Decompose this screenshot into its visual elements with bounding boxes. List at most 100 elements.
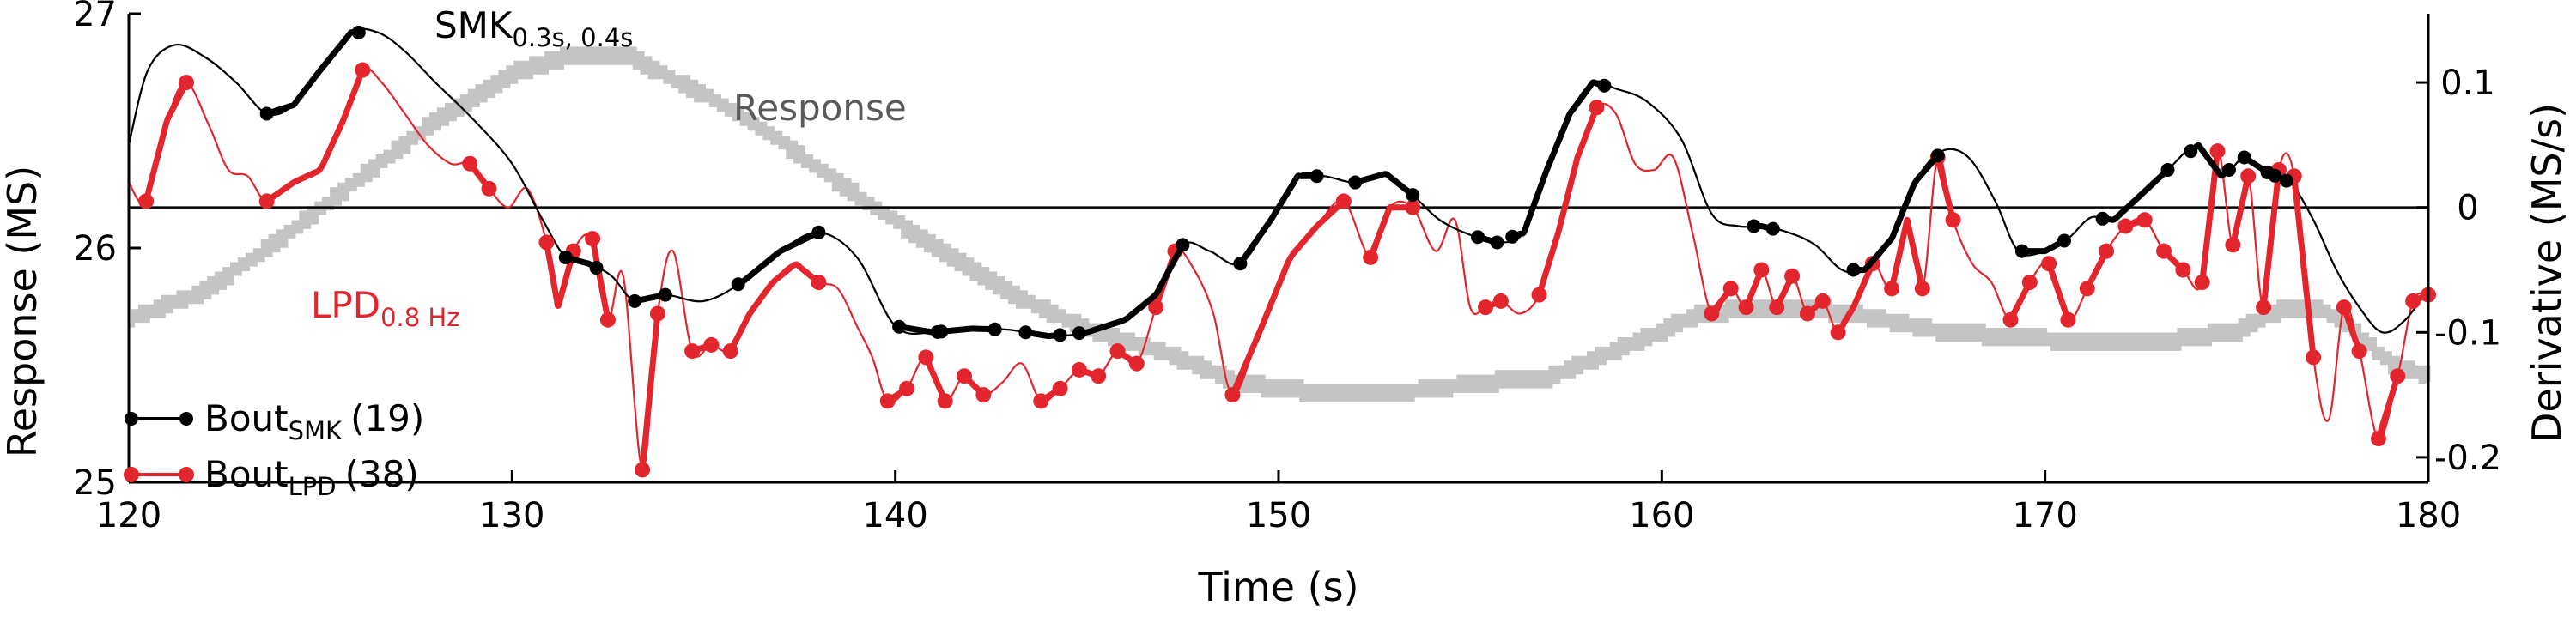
smk-bout-start-marker bbox=[1348, 175, 1363, 190]
smk-bout-start-marker bbox=[558, 250, 573, 264]
smk-bout-end-marker bbox=[658, 287, 672, 302]
lpd-bout-10 bbox=[922, 354, 949, 404]
response-annotation: Response bbox=[733, 87, 907, 129]
lpd-bout-start-marker bbox=[538, 234, 555, 251]
y-right-tick-label: 0.1 bbox=[2440, 64, 2495, 103]
lpd-bout-end-marker bbox=[1128, 355, 1145, 372]
legend-label-lpd: BoutLPD (38) bbox=[204, 453, 419, 501]
lpd-bout-start-marker bbox=[1478, 299, 1494, 316]
lpd-bout-start-marker bbox=[1704, 305, 1720, 322]
x-axis-title: Time (s) bbox=[1197, 564, 1358, 610]
lpd-bout-end-marker bbox=[703, 336, 720, 353]
lpd-bout-start-marker bbox=[1071, 361, 1087, 378]
lpd-bout-end-marker bbox=[2175, 262, 2191, 278]
lpd-bout-end-marker bbox=[1914, 281, 1930, 297]
lpd-line bbox=[128, 67, 2429, 471]
lpd-bout-25 bbox=[1888, 216, 1926, 292]
legend-marker-smk-end bbox=[179, 412, 193, 426]
smk-bout-start-marker bbox=[892, 319, 907, 334]
legend: BoutSMK (19) BoutLPD (38) bbox=[124, 397, 424, 501]
lpd-bout-2 bbox=[264, 67, 366, 204]
lpd-bout-32 bbox=[2199, 148, 2221, 286]
lpd-bout-34 bbox=[2260, 166, 2282, 311]
lpd-series bbox=[128, 67, 2429, 471]
lpd-bout-start-marker bbox=[2002, 312, 2019, 328]
y-right-tick-label: 0 bbox=[2457, 189, 2478, 228]
smk-bout-start-marker bbox=[1747, 219, 1761, 233]
smk-bout-start-marker bbox=[731, 277, 745, 292]
smk-bout-end-marker bbox=[987, 322, 1002, 336]
smk-bout-start-marker bbox=[259, 106, 274, 121]
lpd-bout-start-marker bbox=[1738, 299, 1754, 316]
lpd-bout-end-marker bbox=[1589, 100, 1605, 116]
smk-bout-start-marker bbox=[934, 324, 949, 339]
lpd-bout-start-marker bbox=[1109, 343, 1126, 360]
legend-item-lpd: BoutLPD (38) bbox=[124, 453, 419, 501]
smk-bout-9 bbox=[1236, 172, 1321, 267]
lpd-bout-end-marker bbox=[649, 305, 665, 322]
lpd-bout-end-marker bbox=[2099, 243, 2115, 259]
smk-bout-end-marker bbox=[1765, 221, 1780, 236]
lpd-bout-start-marker bbox=[2194, 275, 2210, 291]
lpd-bout-end-marker bbox=[355, 62, 371, 78]
smk-bout-start-marker bbox=[1505, 229, 1520, 244]
x-tick-label: 120 bbox=[96, 496, 161, 535]
smk-bout-start-marker bbox=[1233, 257, 1248, 271]
lpd-bout-start-marker bbox=[1884, 281, 1900, 297]
smk-bout-4 bbox=[735, 229, 822, 287]
lpd-bout-start-marker bbox=[585, 231, 601, 247]
lpd-bout-start-marker bbox=[1363, 249, 1379, 265]
smk-bout-end-marker bbox=[2279, 173, 2293, 188]
smk-bout-end-marker bbox=[1597, 78, 1612, 93]
smk-bout-end-marker bbox=[1930, 148, 1945, 163]
lpd-bout-end-marker bbox=[2390, 368, 2406, 384]
lpd-bout-28 bbox=[2045, 260, 2071, 324]
x-tick-label: 150 bbox=[1246, 496, 1311, 535]
lpd-bout-end-marker bbox=[1091, 368, 1107, 384]
y-right-tick-label: -0.1 bbox=[2434, 313, 2501, 353]
smk-bout-end-marker bbox=[351, 25, 366, 39]
lpd-bout-end-marker bbox=[1945, 212, 1961, 228]
lpd-bout-end-marker bbox=[1814, 293, 1831, 309]
lpd-bout-end-marker bbox=[1492, 293, 1509, 309]
lpd-bout-start-marker bbox=[2405, 293, 2421, 309]
lpd-bout-end-marker bbox=[481, 180, 497, 197]
smk-bout-start-marker bbox=[2268, 168, 2282, 183]
lpd-bout-start-marker bbox=[635, 462, 651, 478]
lpd-bout-start-marker bbox=[2370, 431, 2386, 447]
lpd-annotation: LPD0.8 Hz bbox=[311, 284, 459, 332]
lpd-bout-16 bbox=[1229, 197, 1347, 398]
x-tick-label: 170 bbox=[2012, 496, 2077, 535]
lpd-bout-end-marker bbox=[2021, 275, 2038, 291]
lpd-bout-start-marker bbox=[2156, 243, 2172, 259]
lpd-bout-start-marker bbox=[2336, 299, 2352, 316]
lpd-bout-start-marker bbox=[1033, 393, 1049, 409]
lpd-bout-end-marker bbox=[975, 387, 992, 403]
lpd-bout-19 bbox=[1536, 104, 1600, 299]
lpd-bout-end-marker bbox=[1753, 262, 1770, 278]
lpd-bout-end-marker bbox=[2240, 168, 2257, 184]
lpd-bout-37 bbox=[2375, 372, 2401, 442]
smk-bout-end-marker bbox=[2221, 163, 2236, 177]
smk-bout-start-marker bbox=[1471, 230, 1485, 245]
lpd-bout-4 bbox=[544, 239, 577, 309]
lpd-bout-end-marker bbox=[937, 393, 953, 409]
smk-bout-start-marker bbox=[1072, 326, 1086, 341]
lpd-bout-start-marker bbox=[957, 368, 973, 384]
smk-bout-end-marker bbox=[2057, 233, 2071, 248]
legend-item-smk: BoutSMK (19) bbox=[125, 397, 424, 445]
lpd-bout-start-marker bbox=[722, 343, 738, 360]
lpd-bout-5 bbox=[589, 235, 611, 324]
smk-bout-8 bbox=[1076, 241, 1186, 336]
y-right-tick-label: -0.2 bbox=[2434, 439, 2501, 478]
smk-bout-end-marker bbox=[1053, 328, 1067, 342]
smk-bout-1 bbox=[264, 28, 362, 117]
lpd-bout-start-marker bbox=[2079, 281, 2095, 297]
lpd-bout-start-marker bbox=[2225, 237, 2241, 253]
smk-bout-start-marker bbox=[2184, 144, 2198, 159]
lpd-bout-36 bbox=[2341, 304, 2363, 354]
lpd-bout-start-marker bbox=[2041, 256, 2057, 272]
lpd-bout-start-marker bbox=[2256, 299, 2272, 316]
x-tick-label: 140 bbox=[862, 496, 927, 535]
